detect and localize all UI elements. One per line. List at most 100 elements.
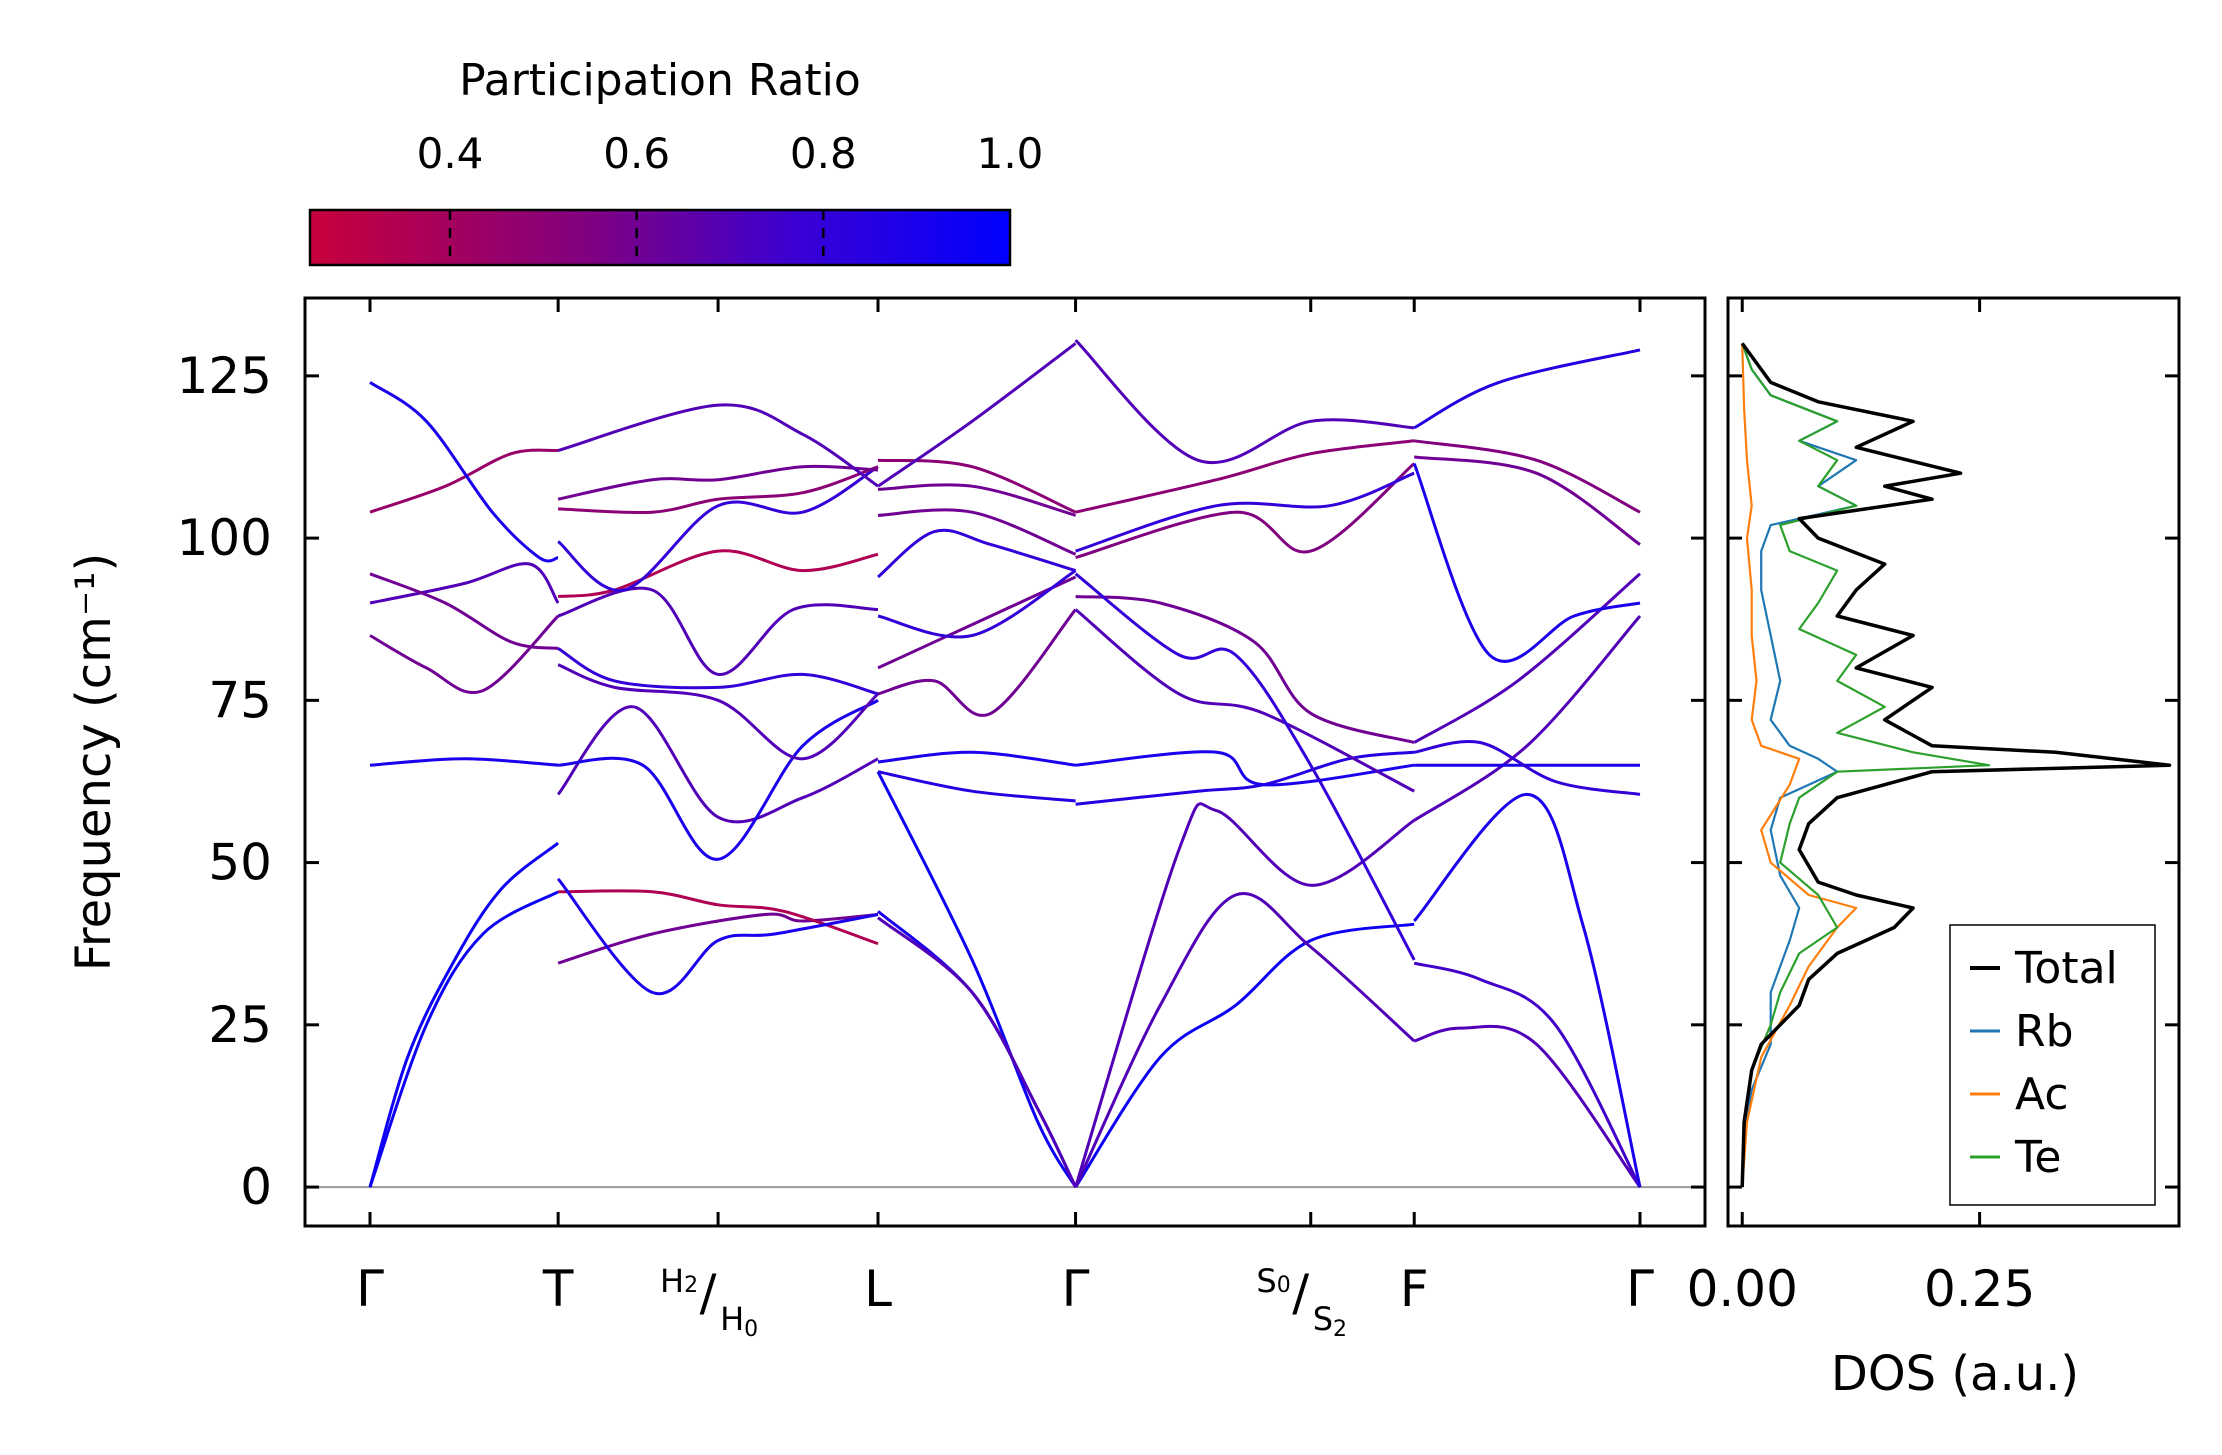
band-line xyxy=(557,464,879,501)
band-line xyxy=(368,890,559,1188)
band-line xyxy=(1074,608,1415,793)
band-line xyxy=(1413,1024,1642,1188)
kpoint-label-split: H2/H0 xyxy=(660,1262,758,1342)
band-line xyxy=(1074,339,1415,464)
band-line xyxy=(557,912,879,965)
band-y-axis-label: Frequency (cm⁻¹) xyxy=(66,553,122,971)
band-line xyxy=(877,483,1077,517)
band-line xyxy=(1414,455,1641,546)
band-line xyxy=(877,608,1077,717)
band-line xyxy=(557,403,879,488)
kpoint-label-base: S2 xyxy=(1313,1300,1347,1342)
band-ytick-label: 100 xyxy=(177,509,272,567)
colorbar: Participation Ratio 0.4 0.6 0.8 1.0 xyxy=(308,55,1044,267)
band-line xyxy=(557,549,879,598)
band-line xyxy=(1413,348,1641,430)
band-line xyxy=(1413,961,1642,1188)
kpoint-label-sup: H2 xyxy=(660,1262,698,1300)
dos-plot-frame xyxy=(1726,296,2181,1228)
band-line xyxy=(369,562,560,605)
colorbar-tick-label: 0.4 xyxy=(417,129,484,178)
kpoint-label-sep: / xyxy=(1292,1264,1309,1322)
band-line xyxy=(557,465,879,592)
band-line xyxy=(369,381,559,563)
band-line xyxy=(877,916,1077,1188)
dos-curve-rb xyxy=(1741,343,1858,1188)
dos-xtick-label: 0.25 xyxy=(1924,1260,2035,1318)
band-ytick-label: 25 xyxy=(208,996,272,1054)
band-line xyxy=(369,757,559,767)
band-line xyxy=(369,572,559,650)
dos-xtick-label: 0.00 xyxy=(1687,1260,1798,1318)
dos-curve-total xyxy=(1740,342,2172,1188)
kpoint-label: Γ xyxy=(1626,1260,1654,1318)
band-line xyxy=(877,342,1077,488)
band-line xyxy=(558,699,879,861)
band-line xyxy=(557,663,880,761)
kpoint-label-split: S0/S2 xyxy=(1256,1262,1347,1342)
kpoint-label: T xyxy=(542,1260,574,1318)
band-line xyxy=(877,508,1077,556)
kpoint-label: Γ xyxy=(356,1260,384,1318)
band-line xyxy=(558,889,879,946)
band-line xyxy=(1074,922,1415,1188)
colorbar-tick-label: 1.0 xyxy=(977,129,1044,178)
band-line xyxy=(1074,802,1416,1188)
band-ytick-label: 0 xyxy=(240,1158,272,1216)
band-line xyxy=(1413,572,1641,744)
colorbar-title: Participation Ratio xyxy=(459,55,861,106)
legend-label: Te xyxy=(2014,1132,2061,1183)
kpoint-label-sup: S0 xyxy=(1256,1262,1290,1300)
band-ytick-label: 50 xyxy=(208,834,272,892)
band-ytick-label: 125 xyxy=(177,347,272,405)
band-line xyxy=(1413,792,1642,1188)
legend-label: Ac xyxy=(2015,1069,2069,1120)
band-line xyxy=(558,465,879,515)
band-line xyxy=(877,770,1076,803)
band-line xyxy=(1413,740,1641,796)
dos-panel: 0.00 0.25 DOS (a.u.) Total Rb Ac Te xyxy=(1687,296,2181,1402)
band-line xyxy=(556,705,879,824)
band-line xyxy=(1413,439,1641,514)
band-line xyxy=(1412,462,1641,663)
legend-label: Total xyxy=(2014,943,2118,994)
kpoint-label: Γ xyxy=(1062,1260,1090,1318)
band-line xyxy=(1074,572,1416,961)
colorbar-tick-label: 0.6 xyxy=(603,129,670,178)
legend-label: Rb xyxy=(2015,1006,2074,1057)
colorbar-tick-label: 0.8 xyxy=(790,129,857,178)
kpoint-label-base: H0 xyxy=(720,1300,758,1342)
dos-x-axis-label: DOS (a.u.) xyxy=(1831,1346,2079,1402)
kpoint-label: L xyxy=(864,1260,892,1318)
band-line xyxy=(876,771,1077,1188)
band-line xyxy=(1074,891,1416,1188)
band-line xyxy=(1075,439,1415,514)
band-y-axis-label-text: Frequency (cm⁻¹) xyxy=(66,553,122,971)
band-line xyxy=(557,647,879,696)
colorbar-gradient xyxy=(308,208,1012,267)
band-line xyxy=(877,528,1077,579)
band-line xyxy=(1075,595,1415,744)
band-line xyxy=(877,569,1077,639)
band-line xyxy=(1075,750,1415,787)
band-line xyxy=(877,910,1077,1188)
kpoint-label-sep: / xyxy=(700,1264,717,1322)
band-line xyxy=(877,750,1076,767)
dos-legend: Total Rb Ac Te xyxy=(1949,924,2156,1206)
band-plot-frame xyxy=(303,296,1707,1228)
dos-curve-ac xyxy=(1741,343,1858,1188)
dos-curve-te xyxy=(1741,343,1991,1188)
band-line xyxy=(369,448,559,514)
band-line xyxy=(877,458,1077,514)
band-ytick-label: 75 xyxy=(208,671,272,729)
band-line xyxy=(368,841,560,1188)
band-line xyxy=(369,614,560,694)
band-line xyxy=(1075,462,1416,560)
kpoint-label: F xyxy=(1400,1260,1429,1318)
band-line xyxy=(557,586,879,676)
band-line xyxy=(556,877,879,996)
band-line xyxy=(1413,615,1642,822)
band-line xyxy=(1075,471,1415,553)
